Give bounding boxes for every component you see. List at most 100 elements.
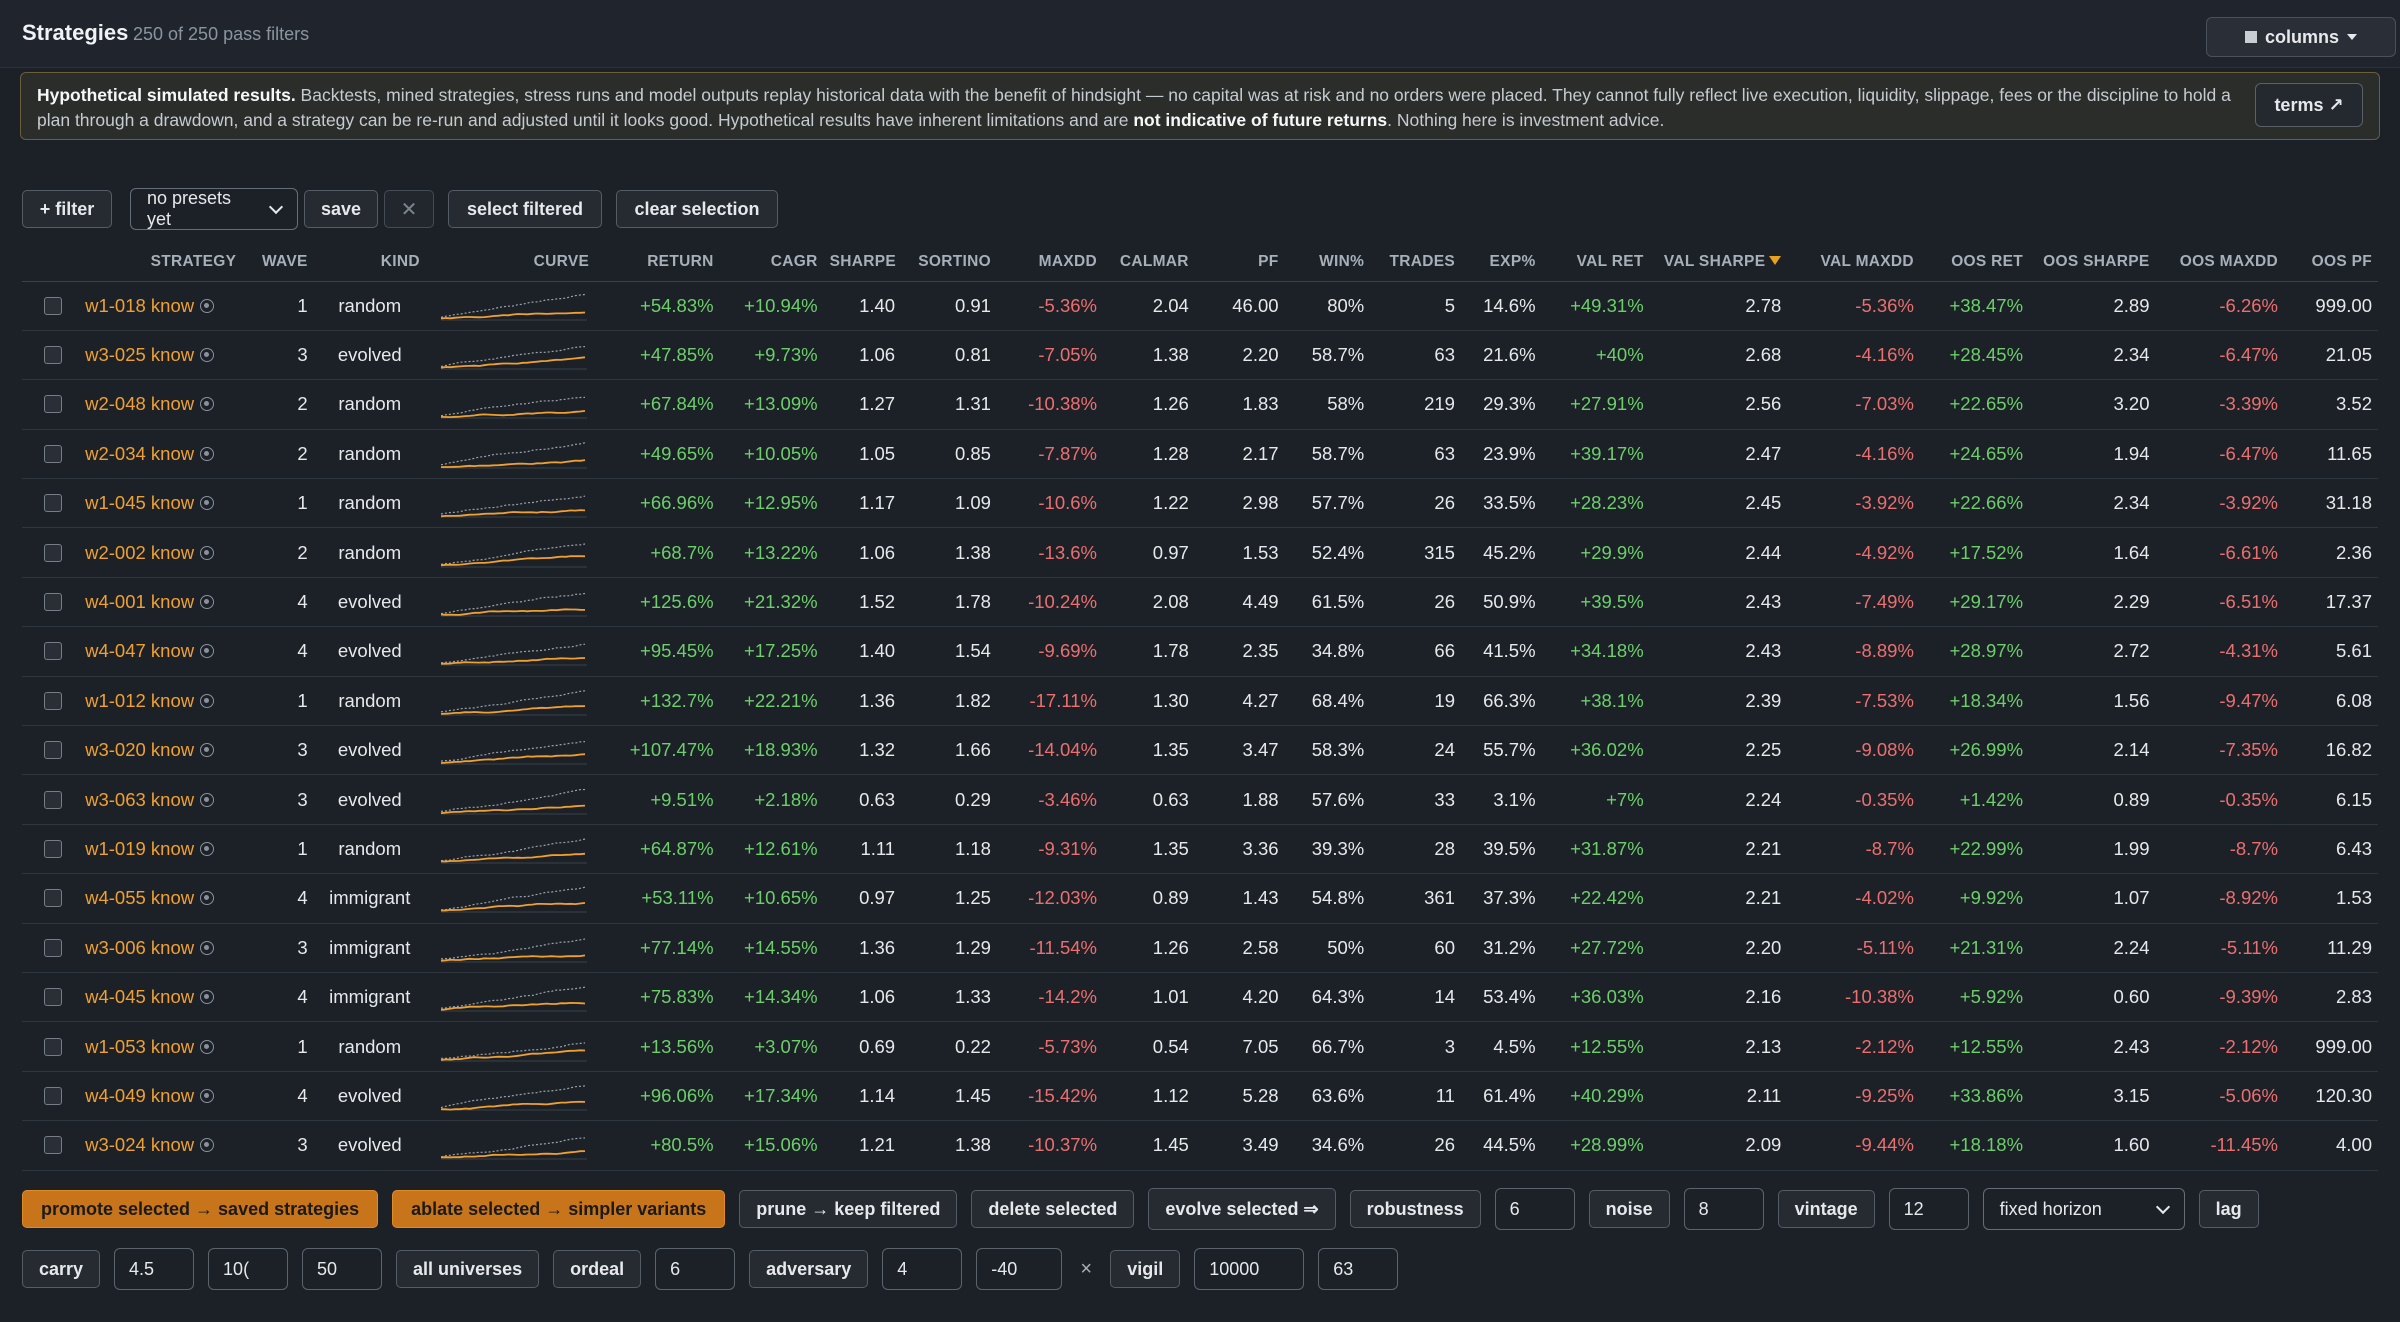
row-checkbox[interactable] bbox=[44, 790, 62, 809]
row-checkbox[interactable] bbox=[44, 642, 62, 661]
lag-button[interactable]: lag bbox=[2198, 1190, 2259, 1228]
add-filter-button[interactable]: + filter bbox=[22, 190, 112, 228]
row-checkbox[interactable] bbox=[44, 444, 62, 463]
header-curve[interactable]: CURVE bbox=[425, 243, 596, 282]
row-checkbox[interactable] bbox=[44, 938, 62, 957]
table-row[interactable]: w3-024 know 3 evolved +80.5% +15.06% 1.21 1.38… bbox=[22, 1120, 2378, 1171]
strategy-cell[interactable]: w1-053 know bbox=[79, 1021, 243, 1072]
strategy-cell[interactable]: w3-006 know bbox=[79, 923, 243, 973]
header-sortino[interactable]: SORTINO bbox=[901, 243, 997, 282]
noise-input[interactable]: 8 bbox=[1683, 1188, 1764, 1230]
strategy-link[interactable]: w4-047 know bbox=[85, 640, 195, 662]
header-calmar[interactable]: CALMAR bbox=[1103, 243, 1195, 282]
adversary-input-1[interactable]: 4 bbox=[882, 1248, 963, 1290]
row-checkbox[interactable] bbox=[44, 593, 62, 612]
header-val-ret[interactable]: VAL RET bbox=[1541, 243, 1650, 282]
strategy-cell[interactable]: w1-045 know bbox=[79, 478, 243, 529]
strategy-cell[interactable]: w3-024 know bbox=[79, 1120, 243, 1171]
row-checkbox[interactable] bbox=[44, 543, 62, 562]
row-select[interactable] bbox=[22, 527, 80, 578]
strategy-cell[interactable]: w2-034 know bbox=[79, 429, 243, 480]
strategy-link[interactable]: w4-045 know bbox=[85, 986, 195, 1008]
table-row[interactable]: w4-045 know 4 immigrant +75.83% +14.34% 1.06 1… bbox=[22, 972, 2378, 1023]
row-checkbox[interactable] bbox=[44, 691, 62, 710]
ablate-button[interactable]: ablate selected → simpler variants bbox=[392, 1190, 726, 1228]
row-checkbox[interactable] bbox=[44, 296, 62, 315]
table-row[interactable]: w4-047 know 4 evolved +95.45% +17.25% 1.40 1.5… bbox=[22, 626, 2378, 677]
carry-input-1[interactable]: 4.5 bbox=[114, 1248, 195, 1290]
strategy-cell[interactable]: w4-001 know bbox=[79, 577, 243, 628]
row-checkbox[interactable] bbox=[44, 494, 62, 513]
strategy-cell[interactable]: w2-002 know bbox=[79, 527, 243, 578]
columns-button[interactable]: columns bbox=[2206, 17, 2396, 57]
table-row[interactable]: w3-025 know 3 evolved +47.85% +9.73% 1.06 0.81… bbox=[22, 330, 2378, 381]
row-select[interactable] bbox=[22, 873, 80, 924]
table-row[interactable]: w1-012 know 1 random +132.7% +22.21% 1.36 1.82… bbox=[22, 676, 2378, 727]
strategy-link[interactable]: w2-034 know bbox=[85, 442, 195, 464]
table-row[interactable]: w2-034 know 2 random +49.65% +10.05% 1.05 0.85… bbox=[22, 429, 2378, 480]
strategy-link[interactable]: w1-019 know bbox=[85, 837, 195, 859]
strategy-link[interactable]: w2-002 know bbox=[85, 541, 195, 563]
table-row[interactable]: w1-018 know 1 random +54.83% +10.94% 1.40 0.91… bbox=[22, 281, 2378, 331]
row-select[interactable] bbox=[22, 330, 80, 381]
table-row[interactable]: w4-049 know 4 evolved +96.06% +17.34% 1.14 1.4… bbox=[22, 1071, 2378, 1122]
strategy-link[interactable]: w1-045 know bbox=[85, 492, 195, 514]
select-filtered-button[interactable]: select filtered bbox=[448, 190, 602, 228]
row-checkbox[interactable] bbox=[44, 1086, 62, 1105]
strategy-link[interactable]: w1-018 know bbox=[85, 294, 195, 316]
save-button[interactable]: save bbox=[304, 190, 378, 228]
strategy-cell[interactable]: w2-048 know bbox=[79, 379, 243, 430]
strategy-link[interactable]: w4-001 know bbox=[85, 591, 195, 613]
row-select[interactable] bbox=[22, 676, 80, 727]
strategy-link[interactable]: w4-055 know bbox=[85, 887, 195, 909]
header-oos-ret[interactable]: OOS RET bbox=[1919, 243, 2030, 282]
strategy-cell[interactable]: w4-049 know bbox=[79, 1071, 243, 1122]
row-select[interactable] bbox=[22, 725, 80, 776]
horizon-select[interactable]: fixed horizon bbox=[1982, 1188, 2185, 1230]
robustness-input[interactable]: 6 bbox=[1494, 1188, 1575, 1230]
strategy-link[interactable]: w1-053 know bbox=[85, 1035, 195, 1057]
row-select[interactable] bbox=[22, 281, 80, 331]
row-select[interactable] bbox=[22, 923, 80, 973]
delete-button[interactable]: delete selected bbox=[971, 1190, 1135, 1228]
header-oos-sharpe[interactable]: OOS SHARPE bbox=[2029, 243, 2156, 282]
table-row[interactable]: w4-001 know 4 evolved +125.6% +21.32% 1.52 1.7… bbox=[22, 577, 2378, 628]
carry-input-3[interactable]: 50 bbox=[302, 1248, 383, 1290]
strategy-link[interactable]: w3-020 know bbox=[85, 739, 195, 761]
adversary-button[interactable]: adversary bbox=[749, 1250, 869, 1288]
prune-button[interactable]: prune → keep filtered bbox=[739, 1190, 958, 1228]
header-exp[interactable]: EXP% bbox=[1460, 243, 1542, 282]
clear-preset-button[interactable]: ✕ bbox=[384, 190, 434, 228]
table-row[interactable]: w4-055 know 4 immigrant +53.11% +10.65% 0.97 1… bbox=[22, 873, 2378, 924]
header-cagr[interactable]: CAGR bbox=[719, 243, 824, 282]
carry-input-2[interactable]: 10( bbox=[208, 1248, 289, 1290]
noise-button[interactable]: noise bbox=[1588, 1190, 1670, 1228]
preset-select[interactable]: no presets yet bbox=[130, 188, 298, 230]
row-checkbox[interactable] bbox=[44, 395, 62, 414]
header-maxdd[interactable]: MAXDD bbox=[996, 243, 1104, 282]
strategy-link[interactable]: w3-006 know bbox=[85, 936, 195, 958]
row-checkbox[interactable] bbox=[44, 1136, 62, 1155]
header-strategy[interactable]: STRATEGY bbox=[79, 243, 243, 282]
row-select[interactable] bbox=[22, 626, 80, 677]
row-select[interactable] bbox=[22, 972, 80, 1023]
clear-selection-button[interactable]: clear selection bbox=[616, 190, 778, 228]
strategy-link[interactable]: w3-063 know bbox=[85, 788, 195, 810]
header-win[interactable]: WIN% bbox=[1284, 243, 1371, 282]
row-checkbox[interactable] bbox=[44, 988, 62, 1007]
row-select[interactable] bbox=[22, 1120, 80, 1171]
adversary-input-2[interactable]: -40 bbox=[976, 1248, 1063, 1290]
strategy-link[interactable]: w2-048 know bbox=[85, 393, 195, 415]
strategy-cell[interactable]: w1-018 know bbox=[79, 281, 243, 331]
carry-button[interactable]: carry bbox=[22, 1250, 101, 1288]
header-pf[interactable]: PF bbox=[1194, 243, 1285, 282]
vintage-input[interactable]: 12 bbox=[1888, 1188, 1969, 1230]
ordeal-input[interactable]: 6 bbox=[655, 1248, 736, 1290]
header-wave[interactable]: WAVE bbox=[242, 243, 314, 282]
row-select[interactable] bbox=[22, 1021, 80, 1072]
strategy-cell[interactable]: w3-025 know bbox=[79, 330, 243, 381]
header-oos-pf[interactable]: OOS PF bbox=[2284, 243, 2378, 282]
strategy-link[interactable]: w3-025 know bbox=[85, 344, 195, 366]
table-row[interactable]: w1-045 know 1 random +66.96% +12.95% 1.17 1.09… bbox=[22, 478, 2378, 529]
robustness-button[interactable]: robustness bbox=[1349, 1190, 1481, 1228]
